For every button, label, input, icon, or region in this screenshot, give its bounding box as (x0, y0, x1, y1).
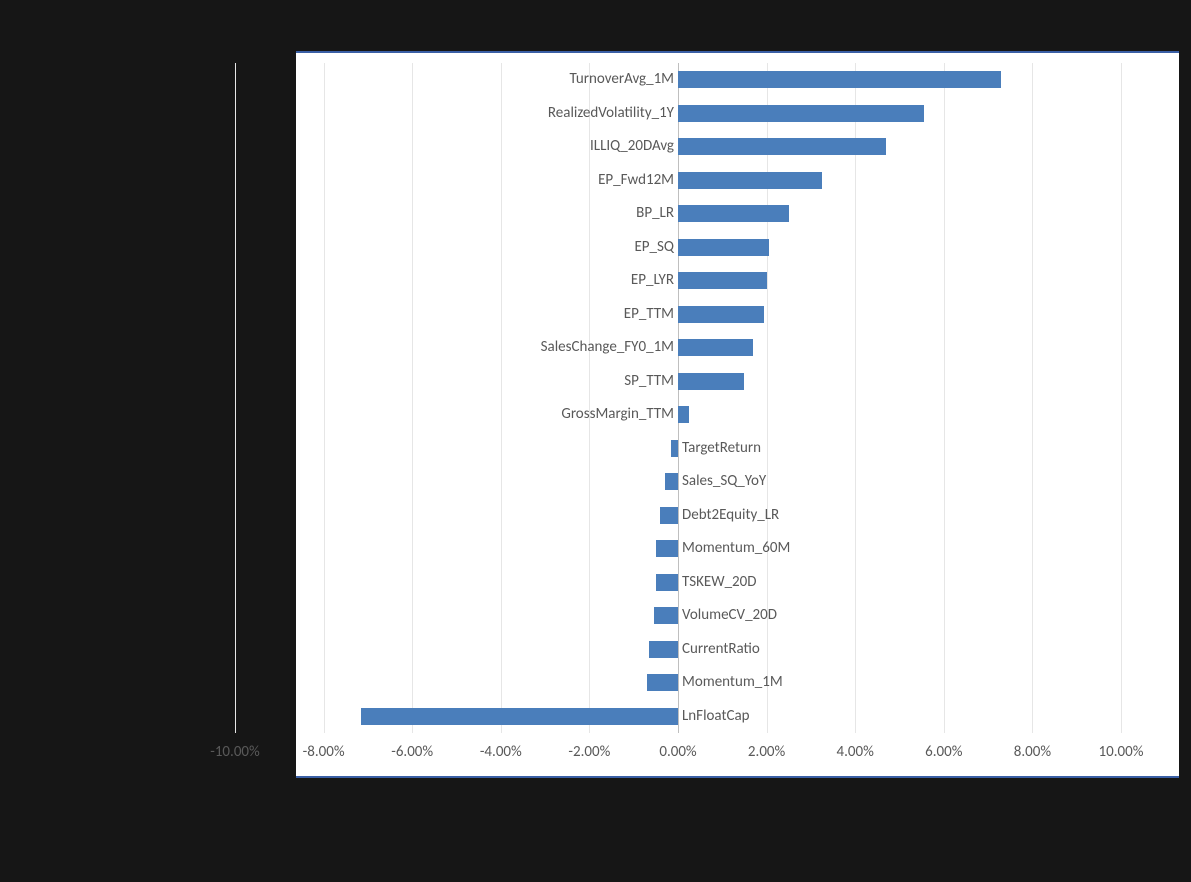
category-label: Debt2Equity_LR (682, 506, 779, 524)
category-label: RealizedVolatility_1Y (548, 104, 674, 122)
x-tick-label: 8.00% (1014, 743, 1051, 761)
bar (671, 440, 678, 457)
bar (678, 406, 689, 423)
category-label: TurnoverAvg_1M (570, 70, 674, 88)
bar (678, 339, 753, 356)
category-label: VolumeCV_20D (682, 606, 777, 624)
x-tick-label: -2.00% (568, 743, 610, 761)
bar (649, 641, 678, 658)
bar (361, 708, 678, 725)
x-tick-label: -6.00% (391, 743, 433, 761)
x-tick-label: 2.00% (748, 743, 785, 761)
bar (678, 272, 767, 289)
bar (678, 205, 789, 222)
gridline (235, 63, 236, 733)
bar (656, 540, 678, 557)
x-tick-label: -4.00% (480, 743, 522, 761)
gridline (1032, 63, 1033, 733)
category-label: ILLIQ_20DAvg (590, 137, 674, 155)
bar (678, 239, 769, 256)
bar (678, 373, 744, 390)
gridline (324, 63, 325, 733)
category-label: SP_TTM (624, 372, 674, 390)
chart-frame: TurnoverAvg_1M RealizedVolatility_1Y ILLIQ… (296, 51, 1179, 778)
x-tick-label: 10.00% (1099, 743, 1144, 761)
bar (660, 507, 678, 524)
category-label: EP_SQ (634, 238, 674, 256)
category-label: TSKEW_20D (682, 573, 757, 591)
category-label: EP_Fwd12M (598, 171, 674, 189)
category-label: EP_TTM (624, 305, 674, 323)
bar (678, 172, 822, 189)
bar (678, 71, 1001, 88)
category-label: Sales_SQ_YoY (682, 472, 766, 490)
bar (678, 105, 924, 122)
category-label: BP_LR (636, 204, 674, 222)
bar (678, 306, 764, 323)
bar (656, 574, 678, 591)
category-label: SalesChange_FY0_1M (541, 338, 674, 356)
gridline (589, 63, 590, 733)
x-tick-label: -10.00% (210, 743, 260, 761)
x-tick-label: 4.00% (837, 743, 874, 761)
bar (678, 138, 886, 155)
category-label: TargetReturn (682, 439, 761, 457)
category-label: CurrentRatio (682, 640, 760, 658)
x-tick-label: -8.00% (303, 743, 345, 761)
x-tick-label: 0.00% (659, 743, 696, 761)
gridline (855, 63, 856, 733)
gridline (944, 63, 945, 733)
bar (654, 607, 678, 624)
gridline (1121, 63, 1122, 733)
category-label: LnFloatCap (682, 707, 750, 725)
plot-area: TurnoverAvg_1M RealizedVolatility_1Y ILLIQ… (296, 63, 1179, 733)
bar (665, 473, 678, 490)
category-label: Momentum_1M (682, 673, 783, 691)
bar (647, 674, 678, 691)
zero-gridline (678, 63, 679, 733)
gridline (412, 63, 413, 733)
x-tick-label: 6.00% (925, 743, 962, 761)
gridline (501, 63, 502, 733)
gridline (767, 63, 768, 733)
category-label: GrossMargin_TTM (561, 405, 674, 423)
category-label: Momentum_60M (682, 539, 790, 557)
category-label: EP_LYR (631, 271, 674, 289)
